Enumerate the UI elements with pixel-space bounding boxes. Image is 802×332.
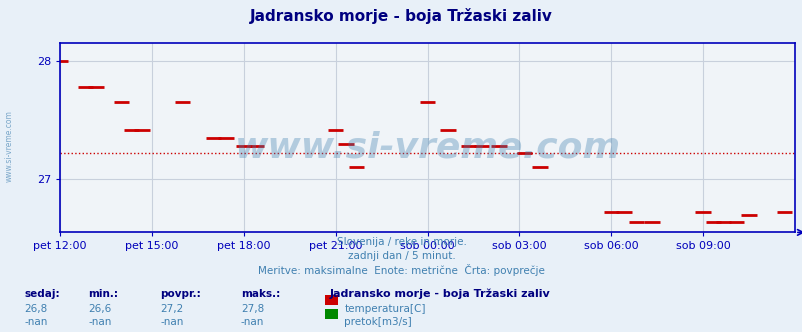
Text: www.si-vreme.com: www.si-vreme.com — [234, 130, 620, 164]
Text: pretok[m3/s]: pretok[m3/s] — [344, 317, 411, 327]
Text: Slovenija / reke in morje.: Slovenija / reke in morje. — [336, 237, 466, 247]
Text: -nan: -nan — [24, 317, 47, 327]
Text: povpr.:: povpr.: — [160, 289, 201, 299]
Text: 26,8: 26,8 — [24, 304, 47, 314]
Text: Meritve: maksimalne  Enote: metrične  Črta: povprečje: Meritve: maksimalne Enote: metrične Črta… — [257, 264, 545, 276]
Text: maks.:: maks.: — [241, 289, 280, 299]
Text: Jadransko morje - boja Tržaski zaliv: Jadransko morje - boja Tržaski zaliv — [249, 8, 553, 24]
Text: 27,2: 27,2 — [160, 304, 184, 314]
Text: temperatura[C]: temperatura[C] — [344, 304, 425, 314]
Text: 26,6: 26,6 — [88, 304, 111, 314]
Text: 27,8: 27,8 — [241, 304, 264, 314]
Text: -nan: -nan — [88, 317, 111, 327]
Text: -nan: -nan — [241, 317, 264, 327]
Text: zadnji dan / 5 minut.: zadnji dan / 5 minut. — [347, 251, 455, 261]
Text: min.:: min.: — [88, 289, 118, 299]
Text: sedaj:: sedaj: — [24, 289, 59, 299]
Text: www.si-vreme.com: www.si-vreme.com — [5, 110, 14, 182]
Text: Jadransko morje - boja Tržaski zaliv: Jadransko morje - boja Tržaski zaliv — [329, 289, 549, 299]
Text: -nan: -nan — [160, 317, 184, 327]
